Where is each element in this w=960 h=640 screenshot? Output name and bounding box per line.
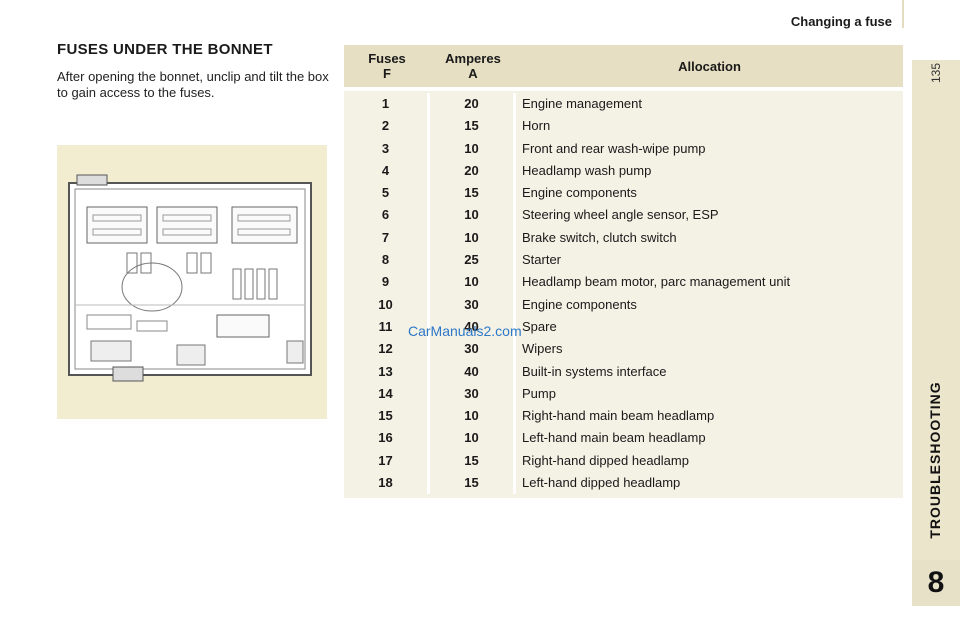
table-cell-fuse: 4	[381, 162, 390, 178]
table-cell-allocation: Left-hand dipped headlamp	[522, 475, 681, 491]
table-cell-allocation: Horn	[522, 118, 551, 134]
table-cell-allocation: Headlamp wash pump	[522, 162, 652, 178]
table-cell-allocation: Engine components	[522, 185, 637, 201]
table-cell-amps: 10	[464, 207, 479, 223]
watermark-text: CarManuals2.com	[408, 323, 522, 339]
table-cell-amps: 25	[464, 252, 479, 268]
table-cell-fuse: 10	[378, 296, 393, 312]
header-divider	[902, 0, 904, 28]
table-cell-amps: 30	[464, 341, 479, 357]
table-cell-amps: 15	[464, 118, 479, 134]
table-cell-allocation: Built-in systems interface	[522, 363, 667, 379]
table-cell-allocation: Pump	[522, 385, 556, 401]
table-cell-amps: 10	[464, 229, 479, 245]
table-cell-allocation: Wipers	[522, 341, 563, 357]
table-cell-fuse: 12	[378, 341, 393, 357]
table-cell-fuse: 2	[381, 118, 390, 134]
table-cell-fuse: 5	[381, 185, 390, 201]
table-cell-allocation: Front and rear wash-wipe pump	[522, 140, 706, 156]
table-cell-fuse: 7	[381, 229, 390, 245]
chapter-number-tab: 8	[912, 560, 960, 606]
table-cell-allocation: Headlamp beam motor, parc management uni…	[522, 274, 791, 290]
table-cell-amps: 10	[464, 140, 479, 156]
table-cell-amps: 30	[464, 296, 479, 312]
amperes-column: 20 15 10 20 15 10 10 25 10 30 40 30 40 30 10 10 15 15	[430, 93, 516, 495]
table-cell-fuse: 3	[381, 140, 390, 156]
table-cell-amps: 40	[464, 363, 479, 379]
table-cell-amps: 10	[464, 430, 479, 446]
table-cell-amps: 15	[464, 185, 479, 201]
table-cell-allocation: Right-hand main beam headlamp	[522, 408, 715, 424]
table-cell-amps: 15	[464, 452, 479, 468]
table-cell-fuse: 9	[381, 274, 390, 290]
table-cell-fuse: 18	[378, 475, 393, 491]
allocation-column: Engine management Horn Front and rear wash…	[516, 93, 903, 494]
table-cell-fuse: 6	[381, 207, 390, 223]
fuse-column: 1 2 3 4 5 6 7 8 9 10 11 12 13 14 15 16 17 18	[344, 93, 430, 495]
fuse-box-drawing	[68, 174, 312, 382]
table-cell-allocation: Engine components	[522, 296, 637, 312]
table-cell-allocation: Spare	[522, 318, 557, 334]
table-cell-amps: 30	[464, 385, 479, 401]
intro-text: After opening the bonnet, unclip and til…	[57, 69, 329, 100]
table-cell-amps: 20	[464, 96, 479, 111]
table-cell-amps: 10	[464, 408, 479, 424]
table-cell-allocation: Starter	[522, 252, 562, 268]
table-cell-fuse: 16	[378, 430, 393, 446]
section-title: FUSES UNDER THE BONNET	[57, 41, 273, 58]
table-cell-allocation: Engine management	[522, 96, 642, 111]
page-number: 135	[929, 62, 943, 84]
table-cell-amps: 20	[464, 162, 479, 178]
fuse-allocation-table: Fuses F Amperes A Allocation 1 2 3 4 5 6 7 8 9 10…	[344, 45, 903, 499]
table-cell-allocation: Brake switch, clutch switch	[522, 229, 677, 245]
table-cell-amps: 15	[464, 475, 479, 491]
header-allocation: Allocation	[678, 58, 741, 74]
table-cell-amps: 40	[464, 318, 479, 334]
table-cell-fuse: 14	[378, 385, 393, 401]
page-header-title: Changing a fuse	[790, 14, 892, 29]
table-cell-amps: 10	[464, 274, 479, 290]
table-cell-fuse: 17	[378, 452, 393, 468]
table-header: Fuses F Amperes A Allocation	[344, 45, 903, 87]
table-cell-allocation: Right-hand dipped headlamp	[522, 452, 689, 468]
chapter-side-band	[912, 60, 960, 560]
table-cell-fuse: 13	[378, 363, 393, 379]
table-body: 1 2 3 4 5 6 7 8 9 10 11 12 13 14 15 16 17 18 20 15 10 20 15 10…	[344, 91, 903, 499]
table-cell-allocation: Left-hand main beam headlamp	[522, 430, 706, 446]
table-cell-fuse: 1	[381, 96, 390, 111]
table-cell-allocation: Steering wheel angle sensor, ESP	[522, 207, 719, 223]
table-cell-fuse: 11	[378, 318, 393, 334]
header-amperes: Amperes A	[445, 51, 501, 81]
table-cell-fuse: 15	[378, 408, 393, 424]
table-cell-fuse: 8	[381, 252, 390, 268]
header-fuses: Fuses F	[368, 51, 406, 81]
fuse-box-illustration	[57, 145, 327, 419]
